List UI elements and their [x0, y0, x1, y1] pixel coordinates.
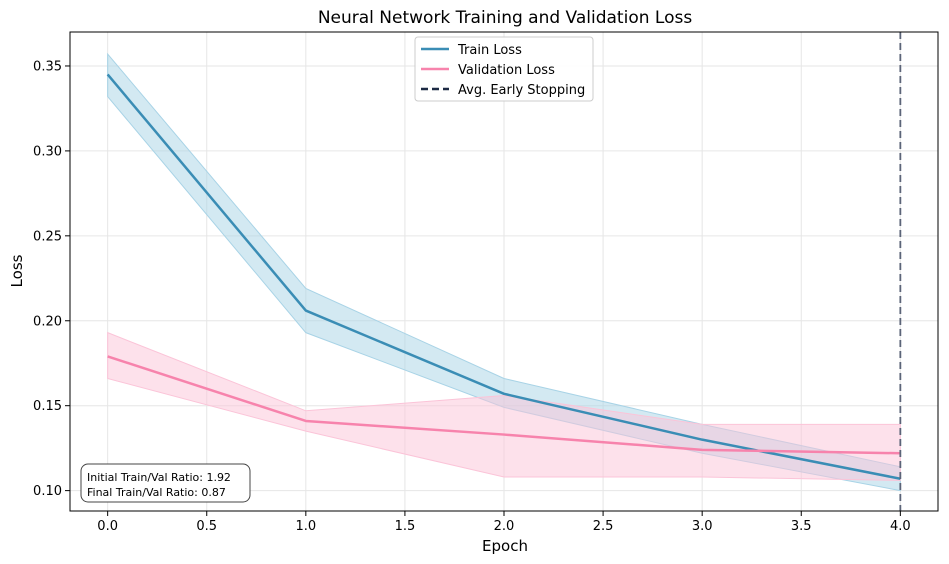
x-tick-label: 2.5	[593, 519, 614, 534]
y-tick-label: 0.20	[33, 314, 62, 329]
y-tick-label: 0.25	[33, 229, 62, 244]
x-tick-label: 1.0	[295, 519, 316, 534]
legend-label-early-stopping: Avg. Early Stopping	[458, 83, 585, 98]
x-axis-ticks: 0.0 0.5 1.0 1.5 2.0 2.5 3.0 3.5 4.0	[97, 511, 911, 534]
x-tick-label: 0.0	[97, 519, 118, 534]
train-loss-line	[106, 73, 901, 480]
x-tick-label: 3.5	[791, 519, 812, 534]
x-tick-label: 1.5	[395, 519, 416, 534]
validation-loss-band	[107, 331, 901, 481]
ratio-annotation-box	[80, 463, 251, 503]
legend-label-train-loss: Train Loss	[457, 43, 522, 58]
x-tick-label: 3.0	[692, 519, 713, 534]
ratio-annotation: Initial Train/Val Ratio: 1.92 Final Trai…	[80, 463, 251, 503]
x-tick-label: 2.0	[494, 519, 515, 534]
y-tick-label: 0.35	[33, 59, 62, 74]
y-axis-ticks: 0.10 0.15 0.20 0.25 0.30 0.35	[33, 59, 70, 499]
legend-box	[414, 36, 594, 102]
y-tick-label: 0.10	[33, 484, 62, 499]
chart-title: Neural Network Training and Validation L…	[318, 8, 693, 28]
validation-loss-line	[107, 355, 901, 455]
y-tick-label: 0.15	[33, 399, 62, 414]
legend: Train Loss Validation Loss Avg. Early St…	[414, 36, 594, 102]
final-ratio-text: Final Train/Val Ratio: 0.87	[87, 486, 226, 499]
y-tick-label: 0.30	[33, 144, 62, 159]
y-axis-label: Loss	[8, 254, 26, 287]
x-axis-label: Epoch	[482, 537, 528, 555]
initial-ratio-text: Initial Train/Val Ratio: 1.92	[87, 471, 231, 484]
x-tick-label: 4.0	[890, 519, 911, 534]
legend-label-validation-loss: Validation Loss	[458, 63, 555, 78]
confidence-bands	[107, 52, 901, 492]
series-lines	[106, 73, 901, 480]
x-tick-label: 0.5	[196, 519, 217, 534]
